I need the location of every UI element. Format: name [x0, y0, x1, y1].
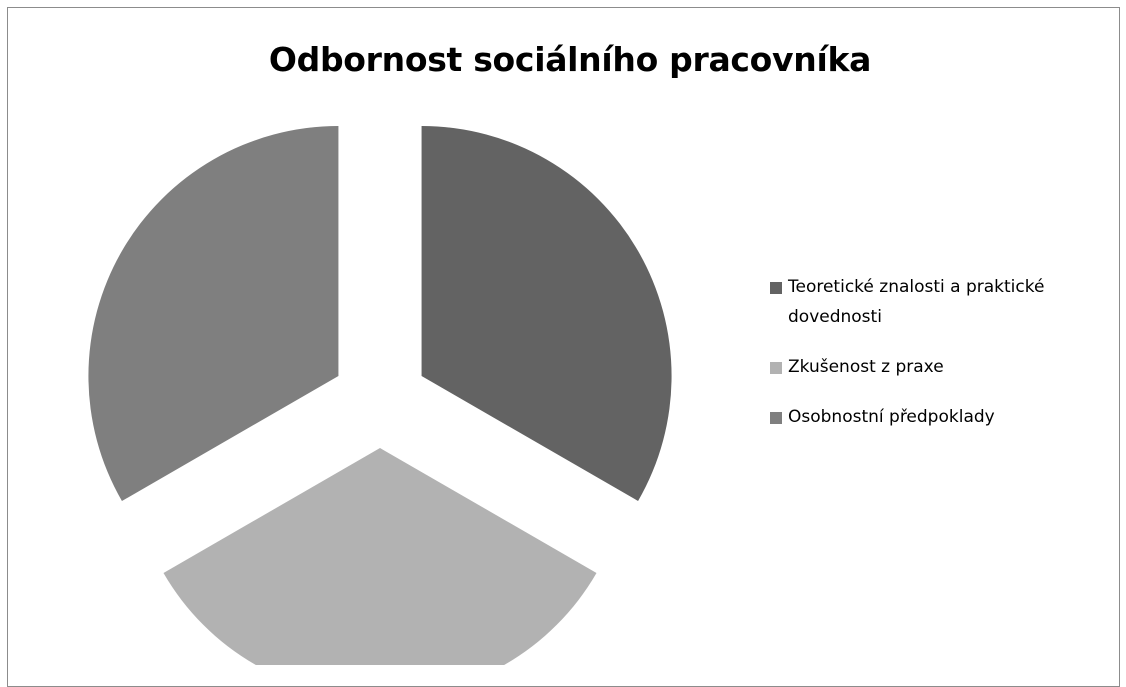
chart-title: Odbornost sociálního pracovníka	[268, 40, 872, 79]
pie-slice	[421, 126, 672, 501]
chart-legend: Teoretické znalosti a praktické dovednos…	[770, 272, 1120, 432]
legend-item: Zkušenost z praxe	[770, 352, 1120, 382]
legend-swatch	[770, 412, 782, 424]
legend-swatch	[770, 362, 782, 374]
legend-label: Zkušenost z praxe	[788, 357, 944, 377]
pie-chart	[88, 126, 672, 665]
legend-label: Osobnostní předpoklady	[788, 407, 995, 427]
pie-slice	[88, 126, 339, 501]
legend-item: Teoretické znalosti a praktické dovednos…	[770, 272, 1120, 332]
legend-swatch	[770, 282, 782, 294]
legend-label: Teoretické znalosti a praktické dovednos…	[788, 277, 1045, 327]
pie-slice	[163, 448, 597, 665]
legend-item: Osobnostní předpoklady	[770, 402, 1120, 432]
